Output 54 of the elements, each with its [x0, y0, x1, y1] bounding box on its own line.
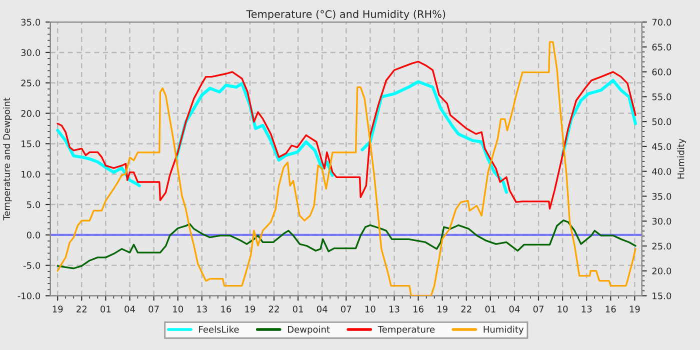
- x-tick-label: 04: [124, 306, 135, 312]
- x-tick-label: 01: [485, 306, 496, 312]
- x-tick-label: 16: [414, 306, 424, 312]
- x-tick-label: 13: [582, 306, 592, 312]
- y-tick-label: 35.0: [21, 18, 40, 26]
- x-tick-label: 22: [76, 306, 86, 312]
- y2-tick-label: 35.0: [652, 192, 672, 200]
- legend-label: FeelsLike: [199, 326, 239, 333]
- chart-title: Temperature (°C) and Humidity (RH%): [246, 10, 446, 20]
- y2-tick-label: 20.0: [652, 268, 672, 274]
- x-tick-label: 13: [197, 306, 207, 312]
- y-tick-label: 10.0: [22, 170, 40, 178]
- x-tick-label: 04: [509, 306, 520, 312]
- x-tick-label: 10: [173, 306, 183, 312]
- x-tick-label: 01: [292, 306, 303, 312]
- x-tick-label: 13: [389, 306, 400, 312]
- y2-tick-label: 55.0: [652, 93, 672, 100]
- legend-label: Temperature: [378, 326, 435, 335]
- legend-label: Humidity: [484, 326, 524, 335]
- x-tick-label: 22: [461, 306, 472, 312]
- x-tick-label: 04: [316, 306, 328, 312]
- x-tick-label: 07: [533, 306, 544, 312]
- y-tick-label: 25.0: [21, 80, 40, 86]
- y-tick-label: 20.0: [21, 110, 40, 117]
- y2-tick-label: 25.0: [652, 242, 672, 250]
- y2-tick-label: 40.0: [652, 168, 672, 175]
- y-tick-label: -5.0: [24, 262, 40, 269]
- y2-tick-label: 45.0: [652, 143, 672, 150]
- x-tick-label: 07: [148, 306, 159, 312]
- y2-tick-label: 50.0: [652, 118, 672, 126]
- x-tick-label: 16: [606, 306, 616, 312]
- x-tick-label: 07: [341, 306, 352, 312]
- y2-axis-title: Humidity: [677, 138, 686, 178]
- y-axis-title: Temperature and Dewpoint: [3, 98, 12, 220]
- y-tick-label: 30.0: [21, 49, 40, 56]
- x-tick-label: 19: [245, 306, 256, 312]
- y2-tick-label: 70.0: [652, 18, 672, 26]
- x-tick-label: 19: [438, 306, 448, 312]
- y2-tick-label: 15.0: [652, 292, 672, 300]
- x-tick-label: 22: [268, 306, 279, 312]
- x-tick-label: 10: [365, 306, 376, 312]
- x-tick-label: 19: [52, 306, 63, 312]
- x-tick-label: 19: [630, 306, 640, 312]
- legend-label: Dewpoint: [288, 326, 330, 335]
- y-tick-label: 5.0: [27, 201, 40, 208]
- y2-tick-label: 60.0: [652, 68, 672, 76]
- y-tick-label: 15.0: [22, 140, 40, 148]
- y-tick-label: 0.0: [26, 232, 40, 238]
- x-tick-label: 16: [221, 306, 232, 312]
- y2-tick-label: 65.0: [652, 44, 672, 50]
- y-tick-label: -10.0: [18, 292, 40, 300]
- x-tick-label: 01: [100, 306, 111, 312]
- x-tick-label: 10: [558, 306, 568, 312]
- y2-tick-label: 30.0: [652, 218, 672, 225]
